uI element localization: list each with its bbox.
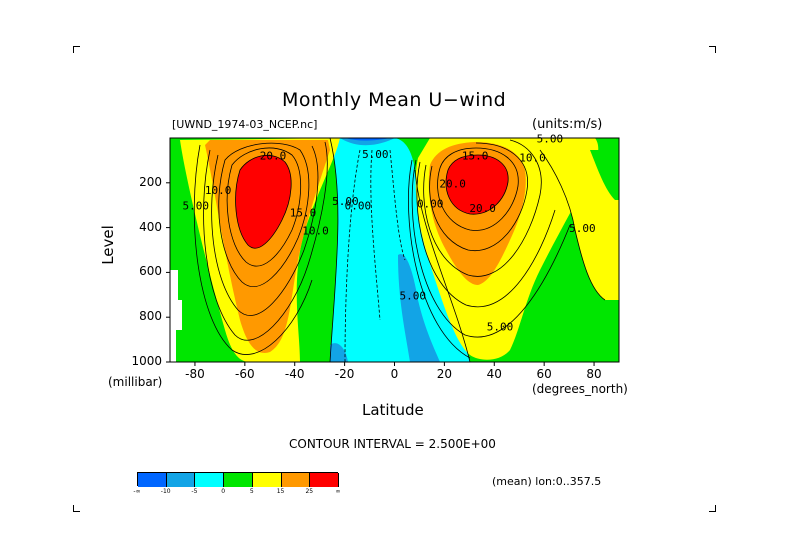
subset-note: (mean) lon:0..357.5 bbox=[492, 475, 602, 488]
colorbar-label: 25 bbox=[305, 488, 314, 495]
colorbar-label: -∞ bbox=[133, 488, 141, 495]
contour-label: 5.00 bbox=[487, 321, 514, 334]
crop-mark-bottom-left bbox=[73, 505, 80, 512]
y-axis-label: Level bbox=[98, 225, 117, 265]
x-tick-label: -80 bbox=[185, 367, 205, 381]
x-units-label: (degrees_north) bbox=[532, 382, 628, 396]
colorbar-swatch bbox=[166, 473, 196, 487]
colorbar-swatch bbox=[224, 473, 253, 487]
contour-label: 20.0 bbox=[260, 149, 287, 162]
dataset-label: [UWND_1974-03_NCEP.nc] bbox=[172, 118, 318, 131]
y-tick-label: 400 bbox=[139, 219, 162, 234]
contour-label: 10.0 bbox=[302, 224, 329, 237]
x-axis-label: Latitude bbox=[362, 401, 424, 419]
contour-label: 5.00 bbox=[569, 222, 596, 235]
colorbar-label: 0 bbox=[221, 488, 226, 495]
colorbar-swatch bbox=[195, 473, 225, 487]
x-tick-label: 40 bbox=[486, 367, 502, 381]
y-tick-label: 600 bbox=[139, 264, 162, 279]
x-tick-label: -40 bbox=[284, 367, 305, 381]
units-label: (units:m/s) bbox=[532, 117, 603, 132]
contour-label: 15.0 bbox=[290, 206, 317, 219]
y-units-label: (millibar) bbox=[108, 375, 163, 389]
contour-label: 0.00 bbox=[417, 197, 444, 210]
crop-mark-top-left bbox=[73, 46, 80, 53]
x-tick-label: -60 bbox=[235, 367, 255, 381]
crop-mark-top-right bbox=[709, 46, 716, 53]
colorbar-label: 15 bbox=[276, 488, 285, 495]
colorbar: -∞ -10 -5 0 5 15 25 ∞ bbox=[133, 472, 341, 498]
x-tick-label: 60 bbox=[536, 367, 552, 381]
contour-label: 15.0 bbox=[462, 149, 489, 162]
contour-label: 10.0 bbox=[205, 184, 232, 197]
colorbar-label: 5 bbox=[249, 488, 254, 495]
y-tick-label: 200 bbox=[139, 174, 162, 189]
contour-label: 5.00 bbox=[332, 195, 359, 208]
colorbar-swatch bbox=[310, 473, 339, 487]
y-tick-label: 1000 bbox=[131, 354, 162, 368]
x-tick-label: -20 bbox=[334, 367, 355, 381]
contour-interval-label: CONTOUR INTERVAL = 2.500E+00 bbox=[289, 437, 496, 451]
chart-title: Monthly Mean U−wind bbox=[282, 89, 507, 111]
colorbar-label: -5 bbox=[191, 488, 198, 495]
x-tick-label: 20 bbox=[436, 367, 453, 381]
y-tick-label: 800 bbox=[139, 309, 162, 324]
x-tick-label: 0 bbox=[390, 367, 399, 381]
colorbar-swatch bbox=[138, 473, 167, 487]
colorbar-swatch bbox=[281, 473, 311, 487]
colorbar-label: ∞ bbox=[335, 488, 341, 495]
colorbar-label: -10 bbox=[160, 488, 171, 495]
contour-label: 20.0 bbox=[469, 202, 496, 215]
contour-label: 0.00 bbox=[345, 200, 372, 213]
crop-mark-bottom-right bbox=[709, 505, 716, 512]
x-tick-label: 80 bbox=[586, 367, 602, 381]
contour-label: 20.0 bbox=[439, 177, 466, 190]
contour-label: 5.00 bbox=[182, 200, 209, 213]
contour-label: 5.00 bbox=[537, 132, 564, 145]
plot-fill bbox=[170, 138, 619, 362]
colorbar-swatch bbox=[252, 473, 282, 487]
contour-label: 5.00 bbox=[362, 148, 389, 161]
contour-label: 5.00 bbox=[399, 289, 426, 302]
contour-label: 10.0 bbox=[519, 152, 546, 165]
